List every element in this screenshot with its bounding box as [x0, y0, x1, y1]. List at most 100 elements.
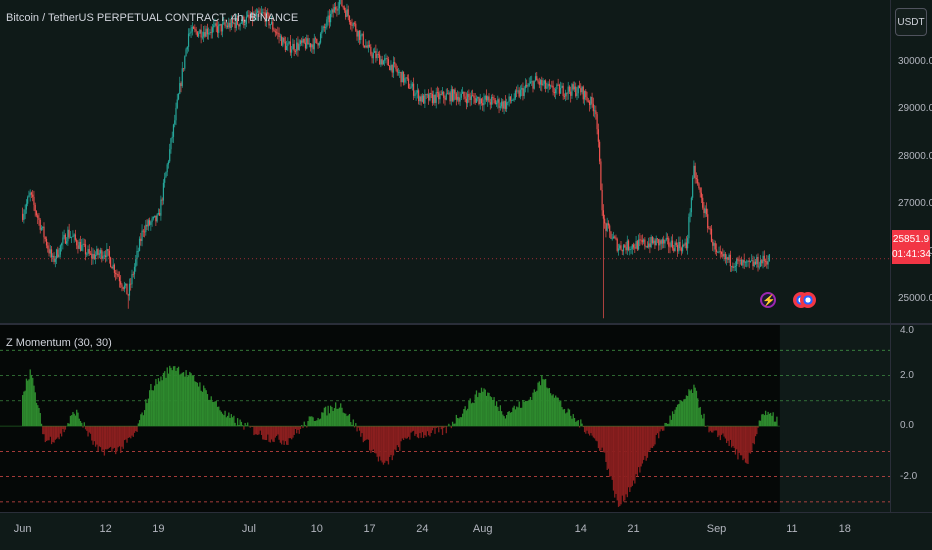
momentum-bar [159, 381, 161, 427]
momentum-bar [268, 426, 270, 442]
candle-body [260, 12, 263, 14]
candle-body [546, 87, 548, 89]
candle-body [284, 41, 286, 51]
candle-body [753, 261, 755, 267]
momentum-bar [240, 421, 243, 427]
candle-body [606, 223, 608, 231]
candle-body [645, 246, 647, 247]
candle-body [59, 245, 61, 255]
price-axis[interactable]: 30000.029000.028000.027000.026000.025000… [890, 0, 932, 323]
candle-body [690, 197, 692, 213]
lightning-icon[interactable]: ⚡ [760, 292, 776, 308]
momentum-bar [244, 423, 246, 427]
candle-body [177, 93, 180, 100]
pane-divider[interactable] [0, 323, 932, 325]
candle-body [322, 26, 324, 31]
momentum-bar [431, 426, 434, 431]
momentum-bar [130, 426, 132, 439]
candle-body [484, 95, 486, 100]
candle-body [185, 49, 187, 57]
momentum-bar [684, 398, 686, 427]
candle-body [69, 236, 71, 238]
momentum-bar [284, 426, 287, 442]
momentum-bar [176, 367, 178, 427]
candle-body [257, 10, 259, 13]
price-axis-label: 29000.0 [898, 103, 932, 115]
momentum-bar [164, 371, 166, 427]
candle-body [426, 94, 429, 96]
time-axis[interactable]: Jun 12 19 Jul 10 17 24 Aug 14 21 Sep 11 18 [0, 512, 932, 550]
candle-body [593, 110, 596, 112]
momentum-bar [514, 409, 517, 427]
momentum-bar [488, 392, 490, 427]
candle-body [679, 242, 681, 249]
momentum-bar [186, 376, 189, 427]
candle-body [743, 260, 745, 263]
candle-body [605, 223, 607, 231]
us-flag-icon[interactable] [800, 292, 816, 308]
momentum-bar [394, 426, 396, 450]
momentum-bar [646, 426, 649, 458]
momentum-bar [306, 426, 308, 428]
momentum-bar [581, 423, 583, 427]
candle-body [297, 42, 299, 50]
momentum-bar [252, 426, 254, 428]
candle-body [363, 45, 366, 48]
momentum-bar [42, 426, 44, 435]
candle-body [273, 29, 275, 32]
momentum-bar [157, 378, 160, 427]
candle-body [204, 32, 206, 37]
momentum-bar [708, 426, 710, 433]
momentum-bar [309, 416, 312, 427]
candle-body [463, 91, 465, 97]
candle-body [375, 51, 377, 59]
candle-body [676, 245, 679, 252]
candle-body [761, 260, 763, 264]
indicator-title[interactable]: Z Momentum (30, 30) [6, 337, 112, 349]
symbol-title[interactable]: Bitcoin / TetherUS PERPETUAL CONTRACT, 4… [6, 12, 299, 24]
currency-button[interactable]: USDT [895, 8, 927, 36]
candle-body [637, 239, 640, 250]
momentum-bar [234, 422, 236, 427]
candle-body [674, 242, 676, 252]
momentum-bar [772, 412, 774, 427]
candle-body [103, 255, 105, 257]
oscillator-chart-svg[interactable] [0, 325, 890, 512]
candle-body [181, 68, 183, 86]
candle-body [591, 97, 593, 104]
momentum-bar [171, 370, 173, 427]
candle-body [249, 17, 251, 19]
last-price-value: 25851.9 [892, 234, 930, 245]
momentum-bar [683, 399, 685, 427]
momentum-bar [402, 426, 405, 440]
momentum-bar [379, 426, 381, 457]
candle-body [768, 254, 770, 262]
momentum-bar [409, 426, 411, 440]
candle-body [274, 31, 276, 33]
momentum-bar [68, 423, 70, 427]
momentum-bar [426, 426, 429, 432]
momentum-bar [659, 426, 661, 432]
candle-body [283, 37, 285, 42]
candle-body [763, 255, 765, 262]
candle-body [150, 222, 152, 225]
candle-body [465, 98, 467, 104]
momentum-bar [641, 426, 644, 464]
momentum-bar [531, 399, 533, 427]
momentum-bar [523, 401, 525, 427]
momentum-bar [81, 422, 83, 427]
price-chart-svg[interactable] [0, 0, 890, 323]
momentum-bar [275, 426, 278, 436]
momentum-bar [376, 426, 378, 457]
momentum-bar [314, 420, 317, 427]
price-pane[interactable]: Bitcoin / TetherUS PERPETUAL CONTRACT, 4… [0, 0, 890, 323]
candle-body [77, 245, 79, 249]
candle-body [386, 58, 388, 60]
oscillator-pane[interactable]: Z Momentum (30, 30) [0, 325, 890, 512]
candle-body [572, 84, 574, 90]
candle-body [192, 26, 195, 29]
oscillator-axis[interactable]: 4.0 2.0 0.0 -2.0 [890, 325, 932, 512]
candle-body [754, 261, 757, 265]
momentum-bar [631, 426, 634, 486]
candle-body [172, 124, 175, 137]
